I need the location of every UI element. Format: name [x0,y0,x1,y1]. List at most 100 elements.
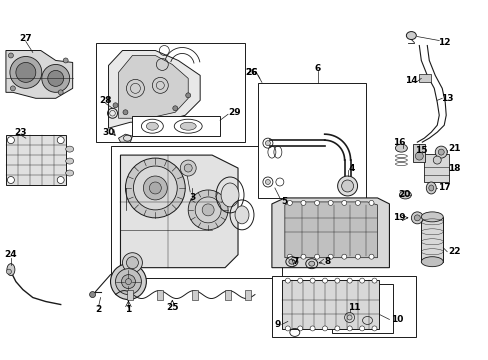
Circle shape [180,160,196,176]
Circle shape [437,149,443,155]
Text: 3: 3 [189,193,195,202]
Ellipse shape [428,185,433,191]
Bar [424,154,448,182]
Circle shape [58,90,63,95]
Circle shape [122,253,142,273]
Circle shape [371,278,376,283]
Circle shape [10,57,41,88]
Text: 15: 15 [414,145,427,154]
Text: 10: 10 [390,315,403,324]
Bar [192,289,198,300]
Circle shape [300,201,305,206]
Circle shape [355,254,360,259]
Circle shape [413,215,420,221]
Text: 12: 12 [437,38,449,47]
Circle shape [121,275,135,289]
Text: 9: 9 [274,320,281,329]
Bar [6,135,65,185]
Circle shape [337,176,357,196]
Bar [132,116,220,136]
Text: 13: 13 [440,94,452,103]
Ellipse shape [426,182,435,194]
Circle shape [172,106,178,111]
Text: 25: 25 [166,303,178,312]
Circle shape [115,269,141,294]
Circle shape [125,279,131,285]
Circle shape [341,180,353,192]
Circle shape [410,212,423,224]
Circle shape [185,93,190,98]
Circle shape [359,278,364,283]
Circle shape [359,326,364,331]
Bar [157,289,163,300]
Circle shape [368,254,373,259]
Ellipse shape [65,158,74,164]
Circle shape [63,58,68,63]
Text: 24: 24 [4,250,17,259]
Circle shape [10,86,15,91]
Circle shape [287,254,292,259]
Ellipse shape [7,264,15,276]
Ellipse shape [65,170,74,176]
Circle shape [125,158,185,218]
Circle shape [371,326,376,331]
Text: 30: 30 [102,128,115,137]
Bar [258,84,365,198]
Ellipse shape [421,257,442,267]
Polygon shape [271,198,388,268]
Circle shape [334,326,339,331]
Ellipse shape [421,212,442,222]
Ellipse shape [65,146,74,152]
Polygon shape [120,155,238,268]
Circle shape [149,182,161,194]
Circle shape [143,176,167,200]
Circle shape [126,257,138,269]
Bar [110,146,281,278]
Ellipse shape [406,32,415,40]
Bar [244,289,250,300]
Circle shape [300,254,305,259]
Text: 6: 6 [314,64,320,73]
Circle shape [89,292,95,298]
Polygon shape [285,202,377,258]
Ellipse shape [180,122,196,130]
Circle shape [110,264,146,300]
Circle shape [41,64,69,92]
Text: 14: 14 [404,76,417,85]
Text: 4: 4 [347,163,354,172]
Text: 1: 1 [125,305,131,314]
Circle shape [355,201,360,206]
Bar [127,289,133,300]
Circle shape [285,278,290,283]
Circle shape [334,278,339,283]
Circle shape [341,201,346,206]
Circle shape [314,201,319,206]
Text: 26: 26 [245,68,258,77]
Text: 28: 28 [99,96,112,105]
Ellipse shape [146,122,158,130]
Circle shape [432,156,440,164]
Text: 17: 17 [437,184,449,193]
Circle shape [265,180,270,184]
Circle shape [195,197,221,223]
Text: 20: 20 [397,190,410,199]
Ellipse shape [399,191,410,199]
Ellipse shape [221,183,239,207]
Text: 11: 11 [347,303,360,312]
Circle shape [48,71,63,86]
Text: 2: 2 [95,305,102,314]
Text: 7: 7 [292,257,298,266]
Circle shape [434,146,447,158]
Circle shape [7,137,14,144]
Text: 16: 16 [392,138,405,147]
Text: 8: 8 [324,257,330,266]
Circle shape [341,254,346,259]
Text: 27: 27 [20,34,32,43]
Circle shape [322,326,327,331]
Bar [331,284,393,333]
Circle shape [346,278,351,283]
Circle shape [202,204,214,216]
Circle shape [297,278,302,283]
Circle shape [8,53,13,58]
Circle shape [327,254,332,259]
